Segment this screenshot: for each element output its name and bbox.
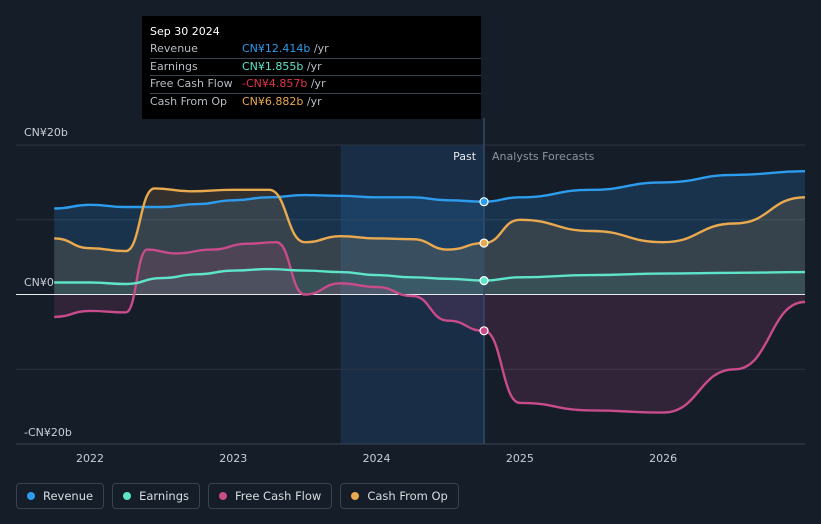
tooltip-divider xyxy=(150,58,481,59)
x-tick-label: 2024 xyxy=(363,452,391,465)
tooltip-row-earnings: Earnings CN¥1.855b /yr xyxy=(142,58,481,75)
tooltip-row-revenue: Revenue CN¥12.414b /yr xyxy=(142,40,481,57)
legend-item-free-cash-flow[interactable]: Free Cash Flow xyxy=(208,483,333,509)
tooltip-label: Free Cash Flow xyxy=(150,77,233,90)
tooltip-row-free-cash-flow: Free Cash Flow -CN¥4.857b /yr xyxy=(142,75,481,92)
past-label: Past xyxy=(453,150,477,163)
tooltip: Sep 30 2024 Revenue CN¥12.414b /yr Earni… xyxy=(142,16,481,119)
series-line-earnings xyxy=(54,267,806,286)
tooltip-value: -CN¥4.857b /yr xyxy=(242,77,326,90)
legend-label: Free Cash Flow xyxy=(235,489,322,503)
series-marker xyxy=(479,197,489,207)
legend-item-cash-from-op[interactable]: Cash From Op xyxy=(340,483,459,509)
tooltip-divider xyxy=(150,93,481,94)
legend-item-revenue[interactable]: Revenue xyxy=(16,483,105,509)
tooltip-row-cash-from-op: Cash From Op CN¥6.882b /yr xyxy=(142,93,481,110)
y-tick-label: CN¥20b xyxy=(24,126,68,139)
y-tick-label: -CN¥20b xyxy=(24,426,72,439)
tooltip-date: Sep 30 2024 xyxy=(150,25,220,38)
legend-dot-icon xyxy=(123,492,132,500)
tooltip-value: CN¥12.414b /yr xyxy=(242,42,329,55)
legend: Revenue Earnings Free Cash Flow Cash Fro… xyxy=(16,483,459,511)
legend-dot-icon xyxy=(27,492,35,500)
series-line-free-cash-flow xyxy=(54,240,806,414)
series-marker xyxy=(479,238,489,248)
legend-dot-icon xyxy=(219,492,227,500)
legend-dot-icon xyxy=(351,492,360,500)
tooltip-value: CN¥6.882b /yr xyxy=(242,95,322,108)
series-marker xyxy=(479,326,489,336)
x-tick-label: 2026 xyxy=(649,452,677,465)
series-marker xyxy=(479,276,489,286)
x-tick-label: 2023 xyxy=(219,452,247,465)
forecast-label: Analysts Forecasts xyxy=(492,150,595,163)
series-line-cash-from-op xyxy=(54,187,806,253)
legend-label: Earnings xyxy=(139,489,189,503)
tooltip-label: Revenue xyxy=(150,42,198,55)
legend-item-earnings[interactable]: Earnings xyxy=(112,483,200,509)
series-area-free-cash-flow xyxy=(54,242,805,413)
legend-label: Cash From Op xyxy=(367,489,448,503)
series-line-revenue xyxy=(54,170,806,210)
y-tick-label: CN¥0 xyxy=(24,276,54,289)
tooltip-divider xyxy=(150,75,481,76)
series-area-revenue xyxy=(54,171,805,295)
x-tick-label: 2022 xyxy=(76,452,104,465)
legend-label: Revenue xyxy=(43,489,94,503)
x-tick-label: 2025 xyxy=(506,452,534,465)
series-area-cash-from-op xyxy=(54,188,805,295)
tooltip-label: Earnings xyxy=(150,60,198,73)
tooltip-value: CN¥1.855b /yr xyxy=(242,60,322,73)
tooltip-label: Cash From Op xyxy=(150,95,228,108)
